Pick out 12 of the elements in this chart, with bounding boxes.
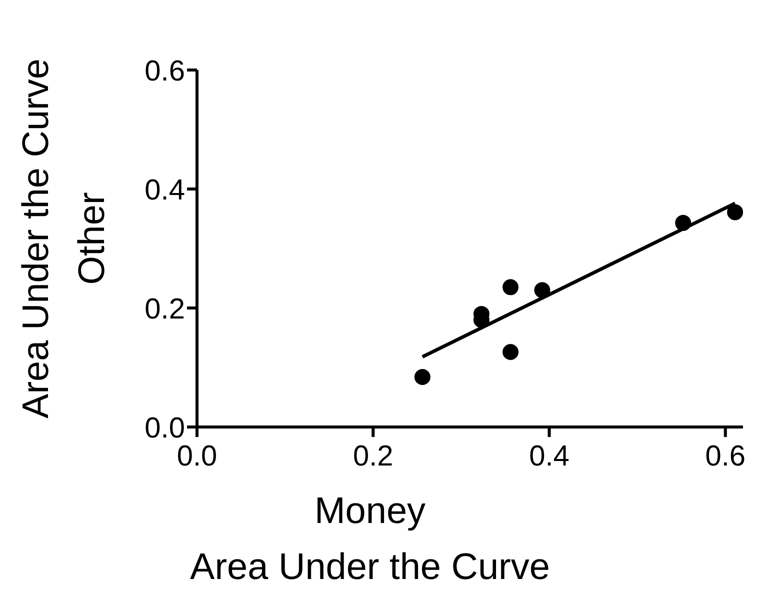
x-axis-title: Money Area Under the Curve	[190, 490, 550, 587]
x-tick-label: 0.6	[705, 440, 746, 473]
point	[502, 279, 519, 296]
y-tick-label: 0.4	[144, 174, 185, 206]
x-tick-label: 0.2	[352, 440, 394, 473]
point	[727, 204, 743, 220]
y-tick-label: 0.2	[144, 293, 185, 326]
y-axis-title: Area Under the Curve Other	[15, 58, 112, 418]
x-tick-label: 0.4	[529, 440, 570, 473]
point	[414, 369, 430, 386]
point	[502, 344, 519, 360]
y-tick-label: 0.6	[144, 55, 185, 88]
